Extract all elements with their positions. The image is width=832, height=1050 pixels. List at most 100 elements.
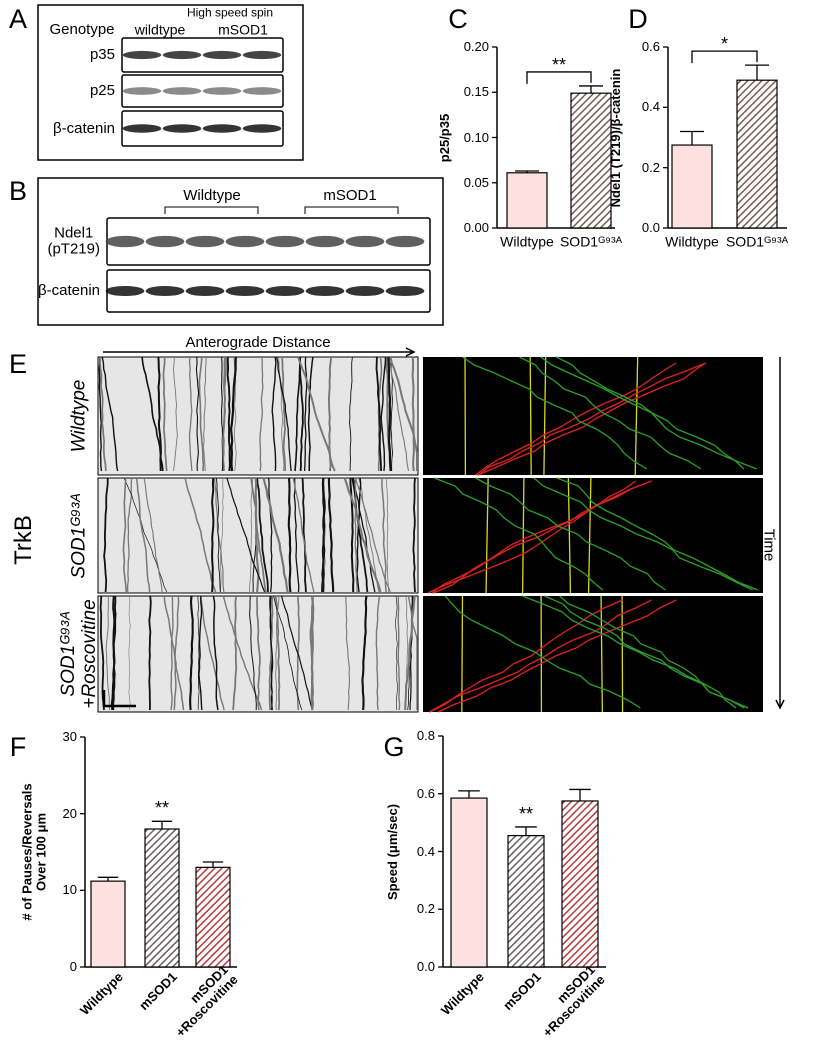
- blot-band: [202, 87, 242, 95]
- bar: [506, 172, 548, 229]
- kymograph-track: [385, 478, 389, 593]
- kymograph-track: [375, 356, 382, 472]
- blot-band: [122, 87, 162, 95]
- kymograph-track: [375, 595, 381, 711]
- retrograde-trace: [556, 477, 758, 591]
- kymograph-track: [198, 596, 203, 711]
- blot-a-frame: [37, 4, 304, 161]
- kymograph-track: [404, 595, 416, 711]
- x-tick-label: Wildtype: [500, 233, 554, 250]
- kymograph-track: [198, 356, 205, 472]
- kymograph-track: [249, 477, 254, 593]
- kymograph-track: [254, 477, 260, 593]
- x-tick-label: SOD1ᴳ⁹³ᴬ: [725, 233, 789, 250]
- kymograph-track: [256, 596, 261, 711]
- bar: [507, 835, 545, 968]
- kymograph-track: [275, 356, 292, 472]
- kymograph-track: [135, 477, 151, 593]
- retrograde-trace: [544, 595, 745, 709]
- kymograph-track: [301, 477, 307, 593]
- y-tick-label: 0.4: [641, 99, 660, 115]
- anterograde-trace: [429, 599, 652, 713]
- significance-bracket: [526, 71, 592, 84]
- lane-label: Wildtype: [183, 186, 241, 204]
- retrograde-trace: [522, 595, 737, 709]
- anterograde-trace: [475, 362, 677, 476]
- y-tick-label: 0.20: [463, 38, 489, 54]
- kymograph-track: [99, 356, 107, 472]
- bar: [450, 797, 488, 968]
- kymograph-track: [173, 356, 178, 472]
- blot-band: [122, 124, 162, 133]
- y-tick-label: 0.2: [641, 159, 660, 175]
- kymograph-track: [273, 595, 303, 711]
- blot-band: [265, 235, 305, 248]
- retrograde-trace: [533, 477, 753, 591]
- blot-band: [225, 235, 265, 248]
- panel-label: D: [628, 4, 648, 35]
- kymograph-track: [122, 477, 128, 593]
- kymograph-track: [123, 477, 168, 593]
- panel-label: B: [8, 176, 28, 207]
- y-tick-label: 0.4: [416, 843, 435, 859]
- kymograph-row-label: SOD1ᴳ⁹³ᴬ: [68, 492, 90, 579]
- blot-band: [202, 50, 242, 60]
- y-tick-label: 30: [62, 728, 77, 744]
- kymograph-track: [105, 595, 111, 711]
- kymograph-track: [355, 477, 391, 593]
- y-tick-label: 0.8: [416, 727, 435, 743]
- kymograph-track: [212, 595, 219, 711]
- kymograph-track: [327, 477, 335, 593]
- panel-label: F: [9, 732, 27, 763]
- kymograph-track: [354, 477, 358, 593]
- stationary-trace: [600, 595, 604, 713]
- retrograde-trace: [540, 356, 745, 470]
- kymograph-track: [232, 595, 238, 711]
- significance-label: *: [720, 34, 729, 55]
- bar: [736, 79, 778, 229]
- kymograph-track: [103, 478, 109, 593]
- blot-band: [122, 50, 162, 60]
- y-tick-label: 0.10: [463, 129, 489, 145]
- stationary-trace: [485, 477, 489, 594]
- kymograph-track: [157, 356, 162, 472]
- blot-band: [242, 50, 282, 60]
- blot-b-frame: [37, 177, 444, 326]
- kymograph-track: [361, 595, 368, 711]
- kymograph-track: [307, 356, 314, 472]
- kymograph-track: [395, 595, 398, 711]
- significance-bracket: [691, 50, 758, 64]
- blot-row-label: p35: [89, 45, 115, 63]
- blot-row-label: Ndel1 (pT219): [47, 224, 100, 258]
- kymograph-track: [411, 356, 415, 472]
- kymograph-track: [309, 595, 314, 711]
- y-tick-label: 20: [62, 805, 77, 821]
- lane-label: mSOD1: [218, 21, 268, 38]
- panel-label: G: [383, 732, 405, 763]
- anterograde-trace: [478, 362, 707, 476]
- kymograph-track: [262, 477, 289, 593]
- bar: [570, 92, 612, 229]
- kymograph-track: [358, 477, 380, 593]
- bar: [195, 866, 231, 968]
- marker-label: TrkB: [9, 515, 37, 565]
- kymograph-track: [275, 595, 280, 711]
- kymograph-track: [381, 477, 387, 593]
- kymograph-track: [356, 477, 362, 593]
- retrograde-trace: [444, 595, 641, 709]
- stationary-trace: [529, 356, 532, 476]
- kymograph-track: [256, 477, 269, 593]
- kymograph-track: [110, 595, 117, 711]
- significance-label: **: [154, 798, 170, 819]
- y-tick-label: 0.0: [416, 958, 435, 974]
- stationary-trace: [521, 477, 525, 594]
- kymograph-track: [380, 356, 387, 472]
- anterograde-trace: [429, 599, 623, 713]
- kymograph-track: [299, 357, 304, 472]
- kymograph-track: [197, 595, 200, 710]
- kymograph-track: [293, 477, 300, 593]
- anterograde-trace: [438, 599, 677, 713]
- kymograph-track: [268, 477, 273, 593]
- significance-label: **: [518, 804, 534, 825]
- y-axis-label: p25/p35: [436, 113, 452, 162]
